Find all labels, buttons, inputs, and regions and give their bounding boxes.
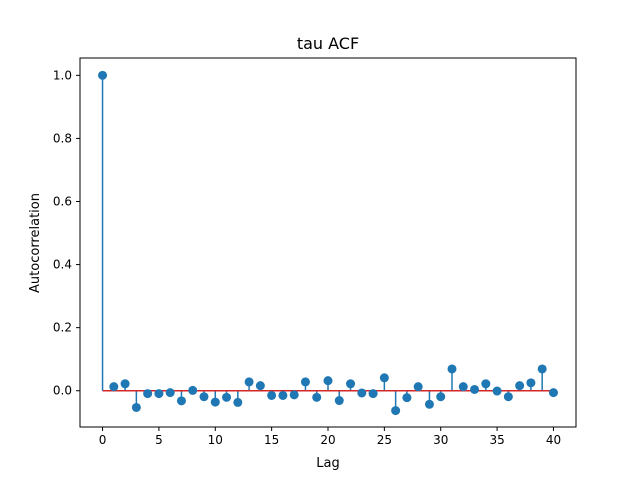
data-point-lag-34 (481, 379, 491, 389)
data-point-lag-21 (334, 396, 344, 406)
data-point-lag-31 (447, 364, 457, 374)
data-point-lag-7 (176, 396, 186, 406)
data-point-lag-19 (312, 392, 322, 402)
data-point-lag-28 (413, 382, 423, 392)
data-point-lag-26 (391, 406, 401, 416)
y-tick-label-2: 0.4 (53, 258, 72, 272)
data-point-lag-33 (470, 384, 480, 394)
data-point-lag-24 (368, 389, 378, 399)
data-point-lag-35 (492, 386, 502, 396)
x-tick-label-0: 0 (99, 433, 107, 447)
data-point-lag-10 (210, 397, 220, 407)
data-point-lag-29 (424, 399, 434, 409)
data-point-lag-0 (98, 70, 108, 80)
x-axis-label: Lag (316, 456, 339, 471)
data-point-lag-2 (120, 379, 130, 389)
y-tick-label-4: 0.8 (53, 131, 72, 145)
data-point-lag-4 (143, 389, 153, 399)
data-point-lag-1 (109, 382, 119, 392)
data-point-lag-3 (131, 402, 141, 412)
y-axis-label: Autocorrelation (28, 193, 43, 293)
y-tick-label-0: 0.0 (53, 384, 72, 398)
data-point-lag-30 (436, 392, 446, 402)
x-tick-label-40: 40 (546, 433, 561, 447)
data-point-lag-15 (267, 390, 277, 400)
data-point-lag-5 (154, 389, 164, 399)
data-point-lag-12 (233, 397, 243, 407)
data-point-lag-8 (188, 385, 198, 395)
data-point-lag-38 (526, 378, 536, 388)
y-axis: 0.0 0.2 0.4 0.6 0.8 1.0 (53, 68, 80, 398)
data-point-lag-14 (255, 381, 265, 391)
x-tick-label-10: 10 (208, 433, 223, 447)
data-point-lag-27 (402, 393, 412, 403)
data-point-lag-22 (346, 379, 356, 389)
data-point-lag-23 (357, 388, 367, 398)
data-point-lag-40 (548, 388, 558, 398)
x-tick-label-20: 20 (320, 433, 335, 447)
data-point-lag-20 (323, 376, 333, 386)
data-point-lag-39 (537, 364, 547, 374)
data-point-lag-11 (222, 392, 232, 402)
data-point-lag-13 (244, 377, 254, 387)
data-point-lag-9 (199, 392, 209, 402)
data-point-lag-37 (515, 381, 525, 391)
plot-area (79, 57, 577, 428)
chart-title: tau ACF (297, 34, 359, 53)
data-point-lag-25 (379, 373, 389, 383)
data-point-lag-32 (458, 382, 468, 392)
data-point-lag-16 (278, 390, 288, 400)
y-tick-label-5: 1.0 (53, 68, 72, 82)
data-point-lag-6 (165, 388, 175, 398)
data-point-lag-18 (300, 377, 310, 387)
x-axis: 0 5 10 15 20 25 30 35 40 (99, 427, 561, 447)
x-tick-label-25: 25 (377, 433, 392, 447)
x-tick-label-35: 35 (489, 433, 504, 447)
x-tick-label-15: 15 (264, 433, 279, 447)
y-tick-label-3: 0.6 (53, 195, 72, 209)
x-tick-label-5: 5 (155, 433, 163, 447)
x-tick-label-30: 30 (433, 433, 448, 447)
y-tick-label-1: 0.2 (53, 321, 72, 335)
data-point-lag-17 (289, 390, 299, 400)
data-point-lag-36 (503, 392, 513, 402)
